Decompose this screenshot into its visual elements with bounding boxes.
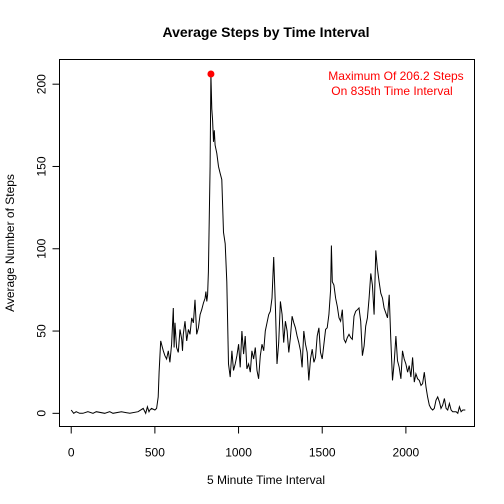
chart-title: Average Steps by Time Interval: [163, 24, 370, 40]
x-tick-label: 2000: [393, 446, 420, 460]
y-tick-label: 0: [35, 410, 49, 417]
x-tick-label: 1000: [225, 446, 252, 460]
plot-frame: [59, 59, 475, 427]
y-axis-label: Average Number of Steps: [3, 174, 17, 312]
x-tick-label: 0: [68, 446, 75, 460]
x-tick-label: 500: [145, 446, 165, 460]
series-line: [70, 74, 466, 415]
y-tick-label: 50: [35, 324, 49, 338]
x-axis: 0 500 1000 1500 2000: [68, 426, 420, 460]
max-point-marker: [207, 70, 215, 78]
y-tick-label: 150: [35, 156, 49, 176]
y-tick-label: 100: [35, 238, 49, 258]
annotation-line-1: Maximum Of 206.2 Steps: [328, 69, 463, 83]
x-tick-label: 1500: [309, 446, 336, 460]
y-tick-label: 200: [35, 74, 49, 94]
annotation-line-2: On 835th Time Interval: [331, 84, 452, 98]
x-axis-label: 5 Minute Time Interval: [207, 473, 325, 487]
y-axis: 0 50 100 150 200: [35, 74, 60, 417]
